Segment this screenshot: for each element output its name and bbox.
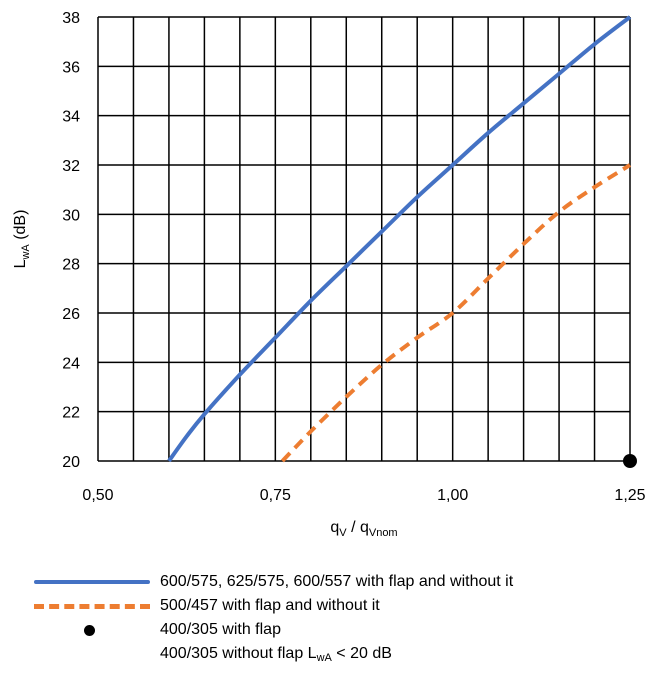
- y-tick-label: 24: [62, 355, 80, 372]
- legend-label: 400/305 with flap: [160, 621, 281, 638]
- x-axis-label: qV / qVnom: [330, 519, 397, 539]
- y-axis-label: LwA (dB): [12, 210, 32, 269]
- series-point: [623, 454, 637, 468]
- legend-item: 600/575, 625/575, 600/557 with flap and …: [30, 570, 650, 594]
- y-tick-label: 34: [62, 109, 80, 126]
- y-tick-label: 30: [62, 207, 80, 224]
- legend-key-solid-line: [30, 570, 150, 594]
- chart-legend: 600/575, 625/575, 600/557 with flap and …: [30, 570, 650, 666]
- y-tick-label: 26: [62, 306, 80, 323]
- y-tick-label: 28: [62, 257, 80, 274]
- legend-label: 500/457 with flap and without it: [160, 597, 380, 614]
- chart-series-group: [167, 15, 637, 468]
- x-tick-label: 0,75: [260, 487, 291, 504]
- series-line-dashed: [280, 163, 632, 463]
- x-tick-label: 0,50: [82, 487, 113, 504]
- y-tick-label: 20: [62, 454, 80, 471]
- y-tick-label: 32: [62, 158, 80, 175]
- chart-tick-labels: 20 22 24 26 28 30 32 34 36 38 0,50 0,75 1,00 1,25: [62, 10, 645, 504]
- chart-grid: [97, 16, 631, 462]
- series-line-solid: [167, 15, 632, 463]
- legend-key-dashed-line: [30, 594, 150, 618]
- legend-item: 400/305 with flap: [30, 618, 650, 642]
- x-tick-label: 1,00: [437, 487, 468, 504]
- y-tick-label: 38: [62, 10, 80, 27]
- chart-svg: 20 22 24 26 28 30 32 34 36 38 0,50 0,75 1,00 1,25 qV …: [12, 10, 646, 539]
- legend-note: 400/305 without flap LwA < 20 dB: [30, 642, 650, 666]
- legend-item: 500/457 with flap and without it: [30, 594, 650, 618]
- y-tick-label: 22: [62, 405, 80, 422]
- legend-note-text: 400/305 without flap LwA < 20 dB: [160, 645, 392, 664]
- legend-key-dot-marker: [30, 618, 150, 642]
- x-tick-label: 1,25: [614, 487, 645, 504]
- legend-label: 600/575, 625/575, 600/557 with flap and …: [160, 573, 514, 590]
- y-tick-label: 36: [62, 59, 80, 76]
